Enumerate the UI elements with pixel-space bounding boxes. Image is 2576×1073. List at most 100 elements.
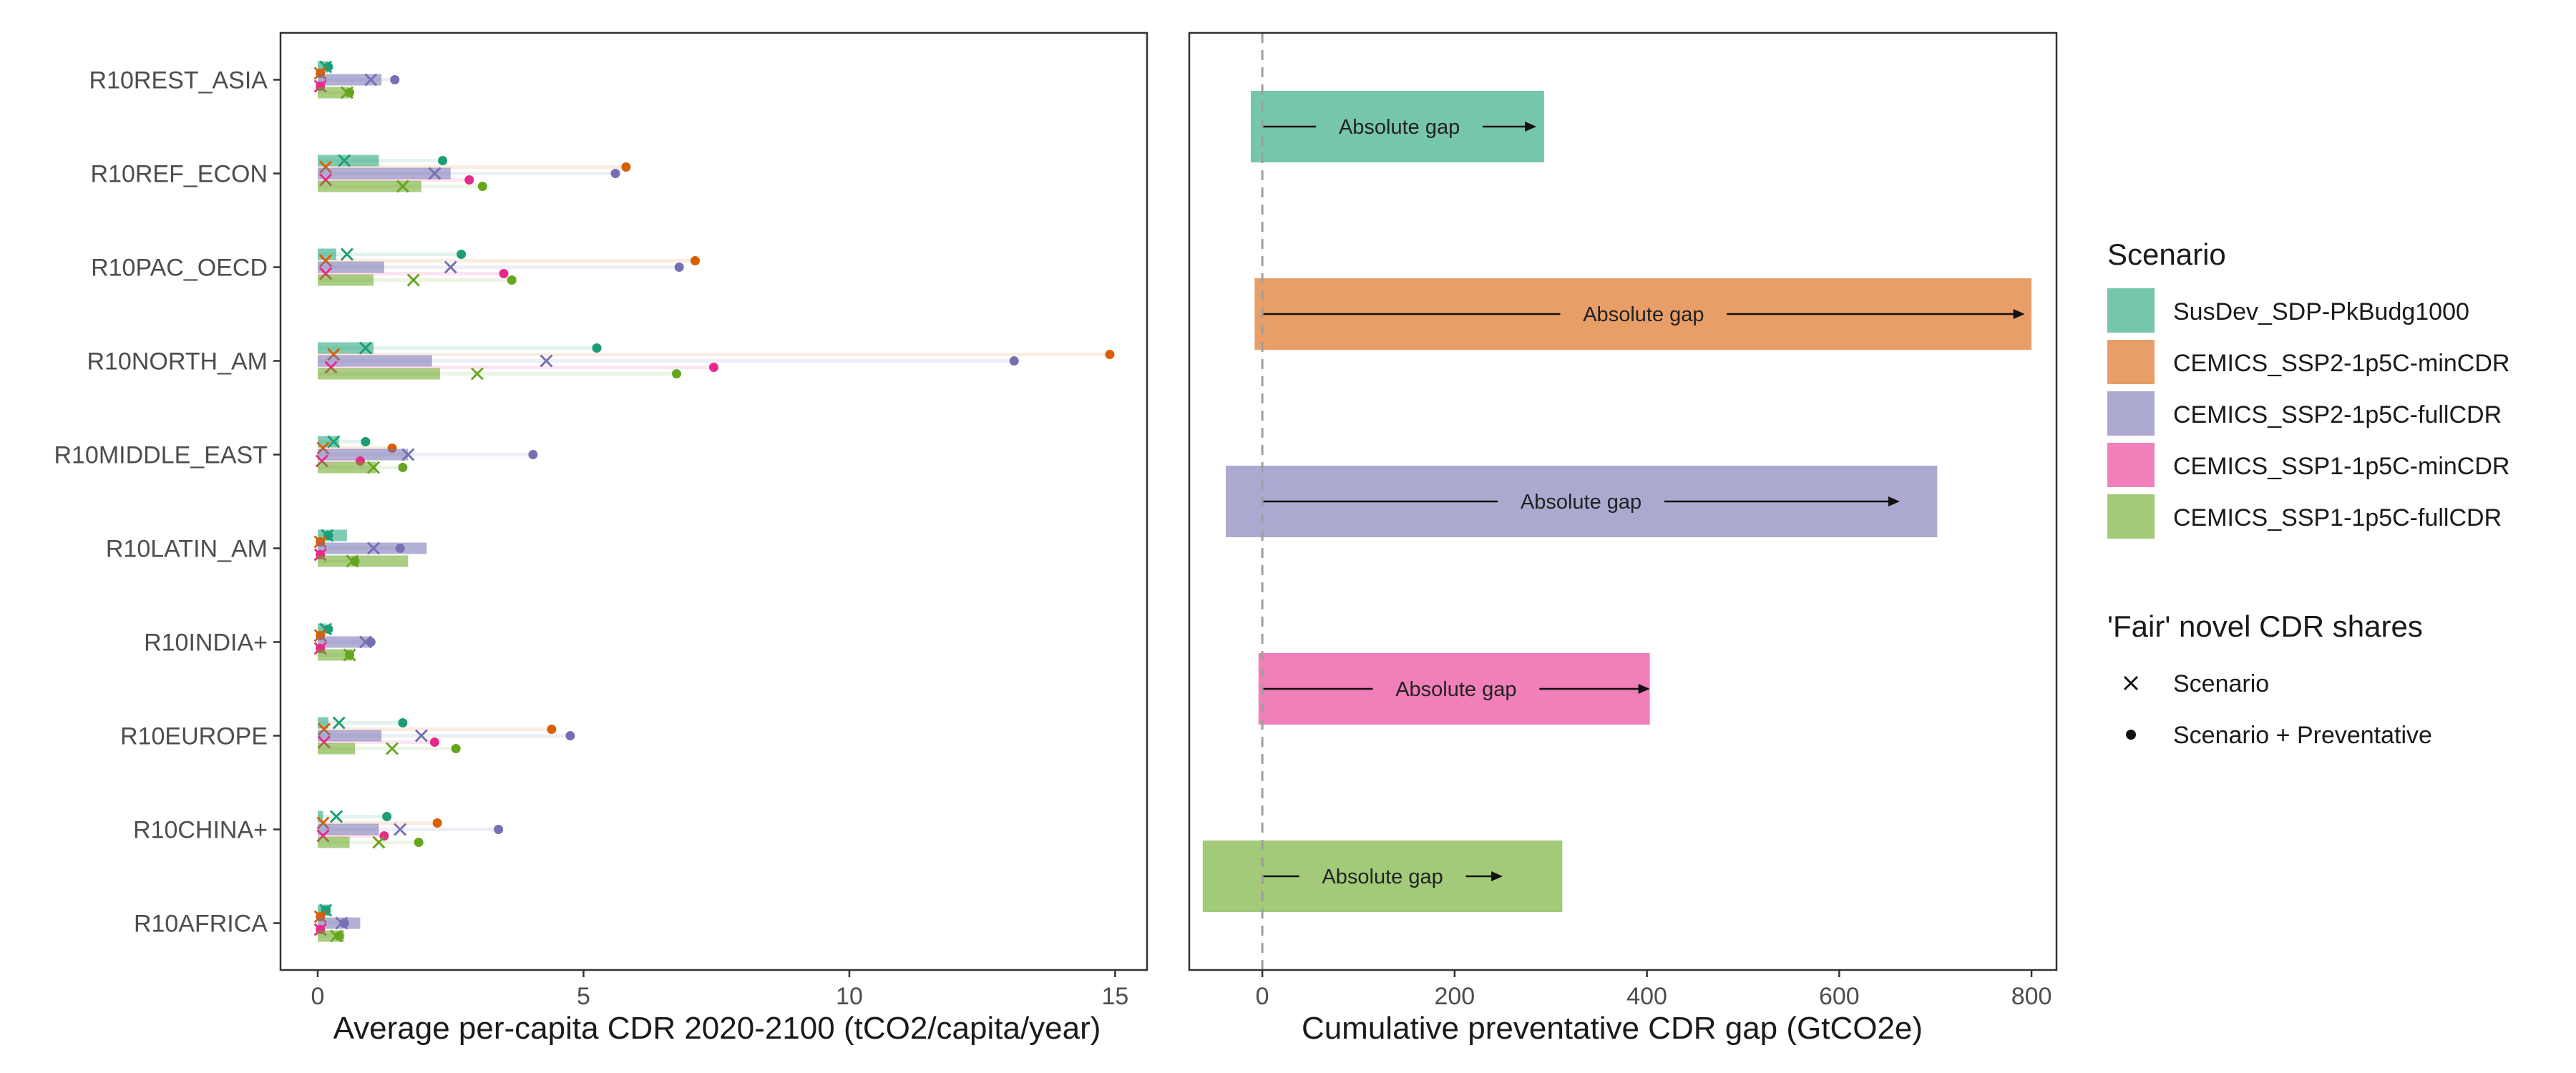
scenario-cross-cemics-ssp1-1p5c-fullcdr-r10pac-oecd [406,273,420,287]
legend-shares-title: 'Fair' novel CDR shares [2107,609,2423,643]
scenario-cross-susdev-sdp-pkbudg1000-r10pac-oecd [340,248,353,261]
preventative-dot-cemics-ssp1-1p5c-fullcdr-r10north-am [671,369,681,378]
bar-cemics-ssp2-1p5c-fullcdr-r10middle-east [318,449,409,461]
legend: Scenario 'Fair' novel CDR shares SusDev_… [2107,237,2509,749]
gap-label-cemics-ssp2-1p5c-fullcdr: Absolute gap [1521,491,1641,514]
bar-cemics-ssp2-1p5c-fullcdr-r10rest-asia [318,74,382,86]
gap-label-cemics-ssp1-1p5c-mincdr: Absolute gap [1395,678,1516,701]
legend-label-susdev-sdp-pkbudg1000: SusDev_SDP-PkBudg1000 [2173,298,2469,325]
preventative-dot-susdev-sdp-pkbudg1000-r10pac-oecd [457,250,467,259]
y-tick-label-r10africa: R10AFRICA [134,911,268,938]
preventative-dot-cemics-ssp1-1p5c-fullcdr-r10africa [334,931,344,941]
left-x-axis-title: Average per-capita CDR 2020-2100 (tCO2/c… [333,1011,1101,1046]
x-tick-label-200: 200 [1434,983,1475,1010]
legend-dot-icon [2126,730,2136,740]
cross-stroke-b [414,729,428,743]
preventative-dot-susdev-sdp-pkbudg1000-r10rest-asia [323,62,333,72]
preventative-dot-cemics-ssp2-1p5c-fullcdr-r10latin-am [395,544,405,553]
legend-label-cemics-ssp2-1p5c-fullcdr: CEMICS_SSP2-1p5C-fullCDR [2173,401,2502,428]
cross-stroke-b [327,435,341,449]
x-tick-label-0: 0 [311,983,325,1010]
gap-arrowhead-cemics-ssp2-1p5c-fullcdr [1888,496,1900,506]
gap-arrowhead-cemics-ssp1-1p5c-fullcdr [1491,871,1503,881]
preventative-dot-susdev-sdp-pkbudg1000-r10china [382,812,392,821]
cross-stroke-b [366,461,381,474]
scenario-cross-cemics-ssp1-1p5c-fullcdr-r10china [372,836,386,849]
cross-stroke-b [428,167,441,180]
x-tick-label-0: 0 [1256,983,1269,1010]
scenario-cross-cemics-ssp2-1p5c-fullcdr-r10north-am [540,354,553,368]
scenario-cross-cemics-ssp2-1p5c-fullcdr-r10china [394,823,407,836]
preventative-dot-susdev-sdp-pkbudg1000-r10latin-am [323,531,333,540]
preventative-dot-cemics-ssp1-1p5c-fullcdr-r10middle-east [398,463,408,472]
cross-stroke-b [364,73,378,87]
y-tick-label-r10pac-oecd: R10PAC_OECD [91,255,268,282]
gap-arrowhead-cemics-ssp2-1p5c-mincdr [2013,309,2025,319]
right-panel-frame [1188,31,2058,971]
preventative-dot-cemics-ssp2-1p5c-fullcdr-r10rest-asia [390,75,400,84]
preventative-dot-cemics-ssp2-1p5c-mincdr-r10china [432,818,442,828]
cross-stroke-b [540,354,553,368]
cross-stroke-b [406,273,420,287]
cross-stroke-b [385,742,399,755]
scenario-cross-susdev-sdp-pkbudg1000-r10north-am [358,341,372,355]
preventative-dot-cemics-ssp2-1p5c-fullcdr-r10africa [339,918,349,928]
x-tick-label-5: 5 [577,983,590,1010]
scenario-cross-susdev-sdp-pkbudg1000-r10china [329,810,343,823]
scenario-cross-cemics-ssp2-1p5c-fullcdr-r10europe [414,729,428,743]
preventative-dot-cemics-ssp2-1p5c-mincdr-r10north-am [1105,350,1115,359]
bar-cemics-ssp1-1p5c-fullcdr-r10rest-asia [318,87,350,99]
legend-cross-icon [2123,675,2139,691]
right-panel-cumulative-gap: Absolute gap Absolute gap Absolute gap Abso… [1188,31,2058,1010]
bar-cemics-ssp2-1p5c-fullcdr-r10pac-oecd [318,261,384,273]
bar-cemics-ssp2-1p5c-fullcdr-r10china [318,823,379,836]
bar-cemics-ssp2-1p5c-fullcdr-r10india [318,636,371,648]
scenario-cross-cemics-ssp1-1p5c-fullcdr-r10middle-east [366,461,381,474]
preventative-dot-susdev-sdp-pkbudg1000-r10india [323,624,333,634]
preventative-dot-cemics-ssp2-1p5c-fullcdr-r10china [494,825,504,834]
bar-cemics-ssp1-1p5c-fullcdr-r10china [318,836,350,848]
preventative-dot-cemics-ssp2-1p5c-fullcdr-r10middle-east [528,450,538,459]
y-tick-label-r10ref-econ: R10REF_ECON [90,161,268,188]
x-tick-label-400: 400 [1626,983,1667,1010]
legend-swatch-cemics-ssp2-1p5c-fullcdr [2107,391,2155,436]
preventative-dot-cemics-ssp1-1p5c-fullcdr-r10rest-asia [345,88,355,97]
x-tick-label-600: 600 [1819,983,1860,1010]
preventative-dot-cemics-ssp1-1p5c-fullcdr-r10ref-econ [477,182,487,191]
bar-susdev-sdp-pkbudg1000-r10north-am [318,342,374,354]
preventative-dot-cemics-ssp1-1p5c-mincdr-r10north-am [709,363,718,372]
cross-stroke-b [366,542,381,555]
left-panel-frame [279,31,1148,971]
bar-cemics-ssp1-1p5c-fullcdr-r10latin-am [318,555,409,567]
legend-label-scenario-preventative: Scenario + Preventative [2173,722,2432,749]
bar-susdev-sdp-pkbudg1000-r10ref-econ [318,155,379,167]
cross-stroke-b [444,260,457,274]
bar-cemics-ssp2-1p5c-fullcdr-r10ref-econ [318,167,451,180]
bar-susdev-sdp-pkbudg1000-r10middle-east [318,436,339,448]
y-tick-label-r10middle-east: R10MIDDLE_EAST [54,442,268,469]
legend-swatch-susdev-sdp-pkbudg1000 [2107,288,2155,333]
preventative-dot-cemics-ssp2-1p5c-mincdr-r10ref-econ [621,162,631,172]
left-panel-regional-percapita-cdr: R10REST_ASIA R10REF_ECON R10PAC_OECD R10NOR… [54,31,1148,1010]
cross-stroke-b [470,367,484,381]
preventative-dot-cemics-ssp1-1p5c-fullcdr-r10china [414,838,424,847]
legend-label-cemics-ssp2-1p5c-mincdr: CEMICS_SSP2-1p5C-minCDR [2173,350,2509,377]
bar-cemics-ssp1-1p5c-fullcdr-r10europe [318,743,356,755]
preventative-dot-cemics-ssp2-1p5c-fullcdr-r10pac-oecd [674,263,684,272]
preventative-dot-susdev-sdp-pkbudg1000-r10middle-east [361,437,371,446]
preventative-dot-cemics-ssp1-1p5c-fullcdr-r10india [345,650,355,660]
preventative-dot-cemics-ssp1-1p5c-mincdr-r10europe [429,738,439,747]
y-tick-label-r10europe: R10EUROPE [120,723,268,750]
cross-stroke-b [2123,675,2139,691]
gap-label-cemics-ssp2-1p5c-mincdr: Absolute gap [1583,303,1704,326]
scenario-cross-cemics-ssp2-1p5c-fullcdr-r10pac-oecd [444,260,457,274]
preventative-dot-susdev-sdp-pkbudg1000-r10north-am [592,343,602,353]
bar-cemics-ssp1-1p5c-fullcdr-r10pac-oecd [318,274,374,286]
legend-swatch-cemics-ssp1-1p5c-mincdr [2107,443,2155,487]
y-tick-label-r10north-am: R10NORTH_AM [87,348,268,376]
cross-stroke-b [358,341,372,355]
preventative-dot-cemics-ssp2-1p5c-mincdr-r10pac-oecd [690,256,700,265]
scenario-cross-cemics-ssp2-1p5c-fullcdr-r10latin-am [366,542,381,555]
scenario-cross-cemics-ssp2-1p5c-fullcdr-r10rest-asia [364,73,378,87]
